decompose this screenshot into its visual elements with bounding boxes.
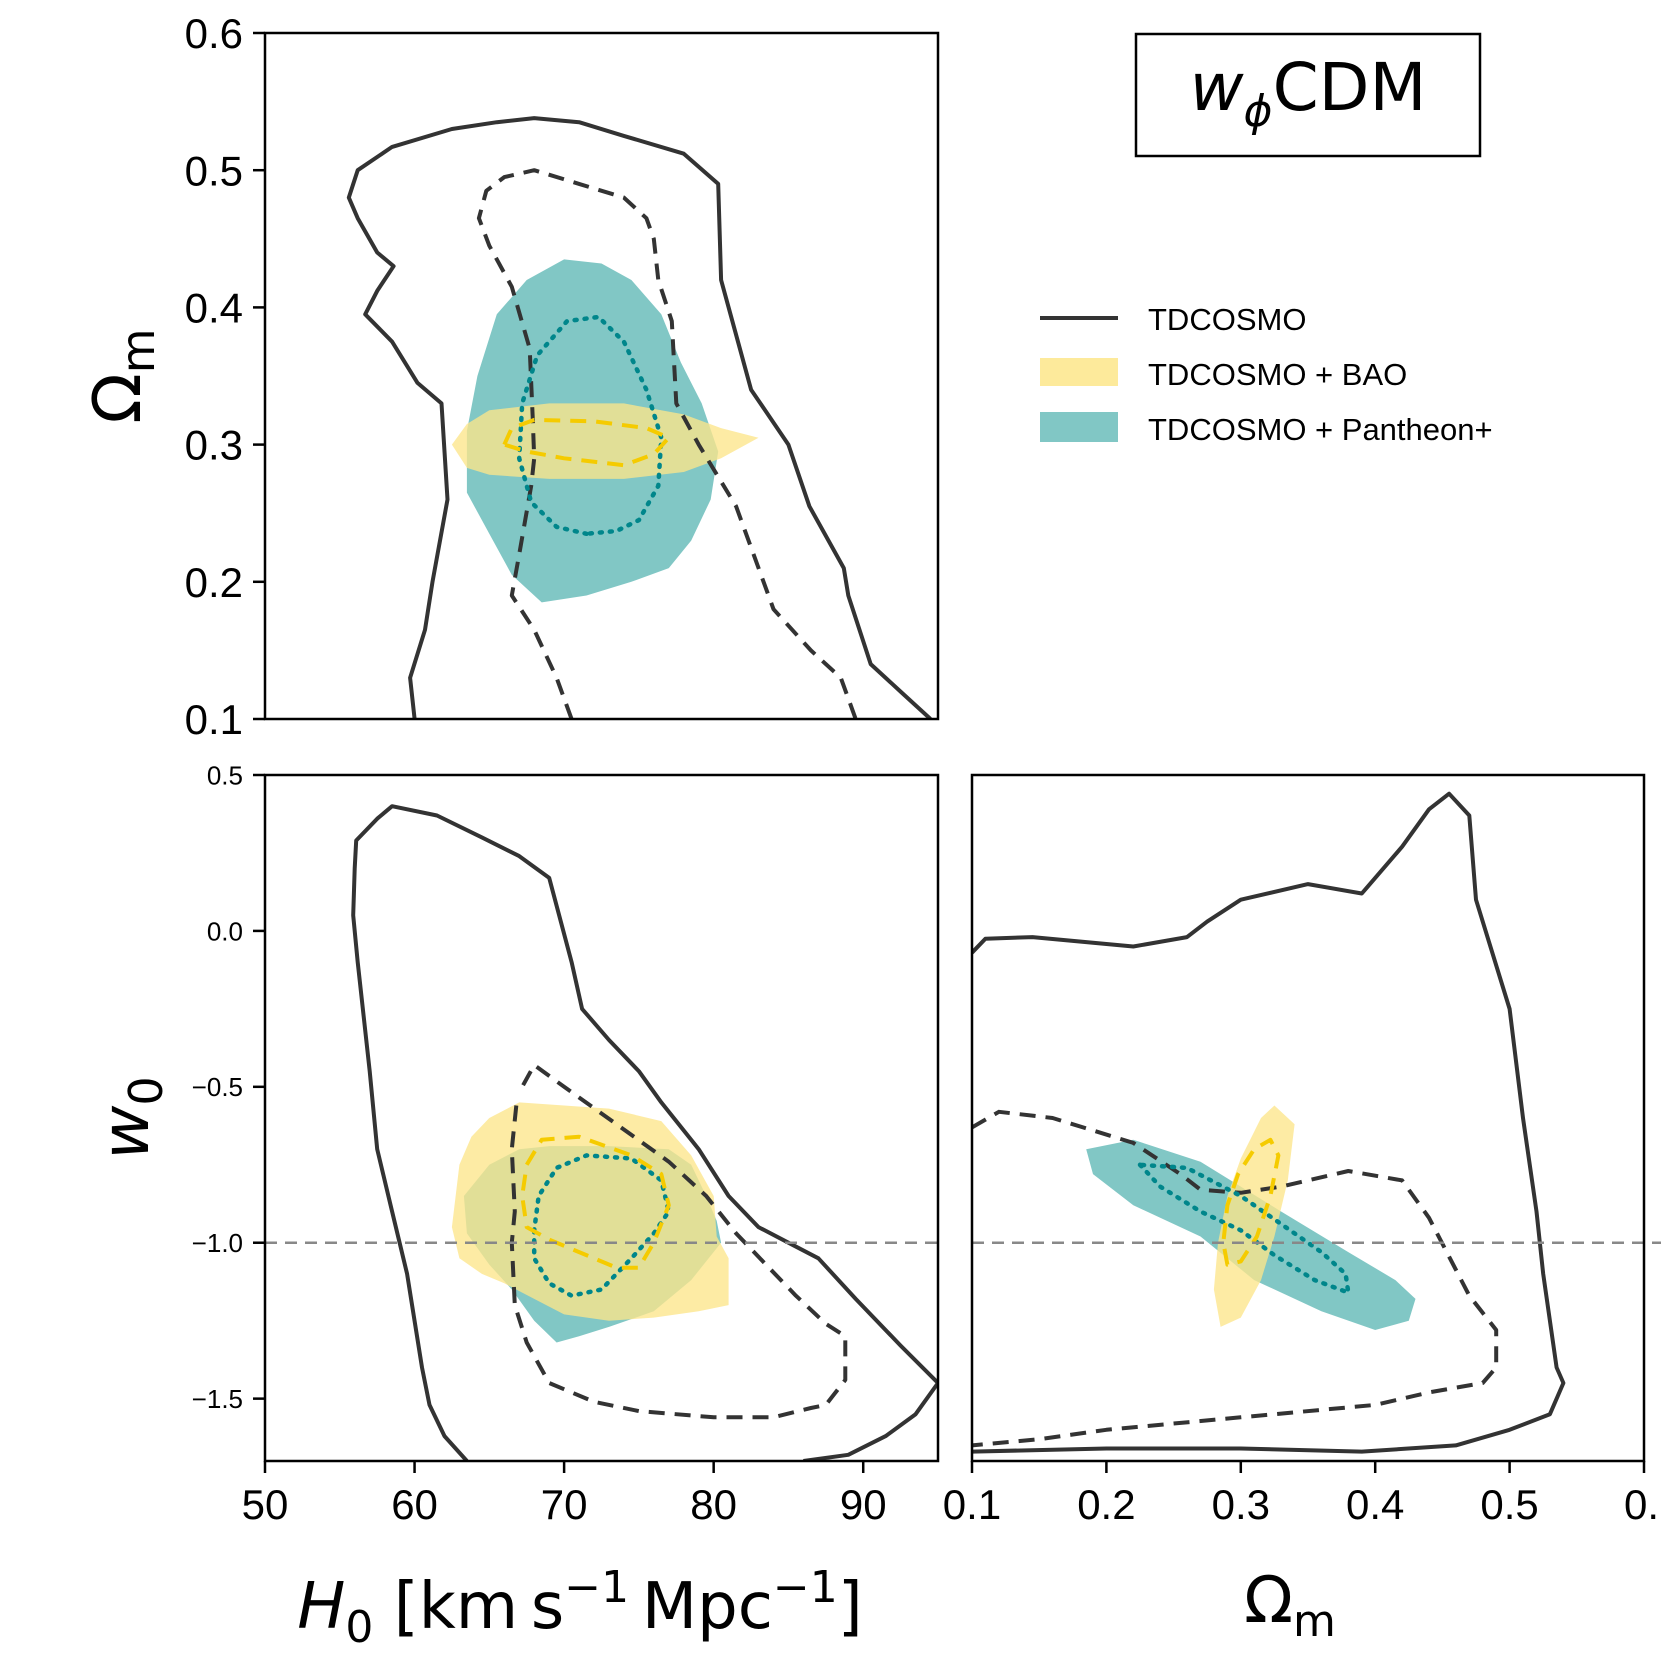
contour-tdcosmo-inner (972, 1109, 1499, 1448)
y-tick-label: 0.4 (185, 285, 243, 332)
x-tick-label: 50 (242, 1481, 289, 1528)
y-tick-label: 0.1 (185, 696, 243, 743)
x-tick-label: 0.2 (1077, 1481, 1135, 1528)
x-tick-label: 90 (840, 1481, 887, 1528)
legend-entry-pantheon: TDCOSMO + Pantheon+ (1040, 412, 1493, 447)
x-tick-label: 70 (541, 1481, 588, 1528)
legend-swatch-fill (1040, 412, 1118, 442)
y-tick-label: −1.0 (192, 1228, 243, 1258)
contour-tdcosmo-outer (351, 804, 938, 1461)
x-axis-label-h0: H0 [km s−1 Mpc−1] (297, 1562, 863, 1653)
legend-entry-tdcosmo: TDCOSMO (1040, 302, 1306, 337)
legend-label: TDCOSMO + Pantheon+ (1148, 412, 1493, 447)
y-tick-label: −0.5 (192, 1072, 243, 1102)
contour-bao-outer (451, 1102, 729, 1321)
x-tick-label: 80 (690, 1481, 737, 1528)
x-tick-label: 0.6 (1624, 1481, 1661, 1528)
panel-frame (970, 773, 1646, 1463)
contour-pantheon-inner (516, 314, 664, 537)
panel-frame (263, 773, 940, 1463)
legend-label: TDCOSMO + BAO (1148, 357, 1407, 392)
x-tick-label: 0.5 (1480, 1481, 1538, 1528)
contour-bao-inner (502, 417, 671, 468)
model-label-box: wϕCDM (1134, 32, 1482, 158)
contour-tdcosmo-outer (972, 791, 1566, 1454)
legend: TDCOSMO TDCOSMO + BAO TDCOSMO + Pantheon… (1040, 302, 1493, 447)
y-tick-label: 0.5 (185, 147, 243, 194)
y-axis-label-omega-m: Ωm (79, 328, 165, 423)
y-tick-label: 0.6 (185, 10, 243, 57)
x-axis-label-omega-m: Ωm (1244, 1564, 1336, 1647)
model-label: wϕCDM (1190, 49, 1427, 137)
contour-bao-inner (520, 1134, 671, 1270)
legend-label: TDCOSMO (1148, 302, 1306, 337)
contour-tdcosmo-inner (509, 1063, 848, 1420)
y-tick-label: 0.2 (185, 559, 243, 606)
panel-frame (263, 31, 940, 721)
panel-h0-omegam: 0.1 0.2 0.3 0.4 0.5 0.6 Ωm (79, 10, 940, 743)
y-tick-label: 0.3 (185, 422, 243, 469)
y-tick-label: −1.5 (192, 1384, 243, 1414)
contour-bao-outer (1213, 1105, 1295, 1327)
panel-h0-w0: −1.5 −1.0 −0.5 0.0 0.5 50 60 70 80 90 w0 H0 [km … (87, 760, 940, 1653)
panel-omegam-w0: 0.1 0.2 0.3 0.4 0.5 0.6 Ωm (943, 773, 1661, 1647)
contour-tdcosmo-outer (346, 116, 932, 719)
contour-bao-inner (1221, 1137, 1281, 1267)
x-tick-label: 0.4 (1346, 1481, 1404, 1528)
y-axis-label-w0: w0 (87, 1076, 173, 1159)
x-tick-label: 60 (391, 1481, 438, 1528)
legend-entry-bao: TDCOSMO + BAO (1040, 357, 1407, 392)
contour-tdcosmo-inner (476, 168, 858, 719)
x-tick-label: 0.1 (943, 1481, 1001, 1528)
legend-swatch-fill (1040, 358, 1118, 386)
y-tick-label: 0.0 (207, 916, 243, 946)
x-tick-label: 0.3 (1212, 1481, 1270, 1528)
y-tick-label: 0.5 (207, 760, 243, 790)
